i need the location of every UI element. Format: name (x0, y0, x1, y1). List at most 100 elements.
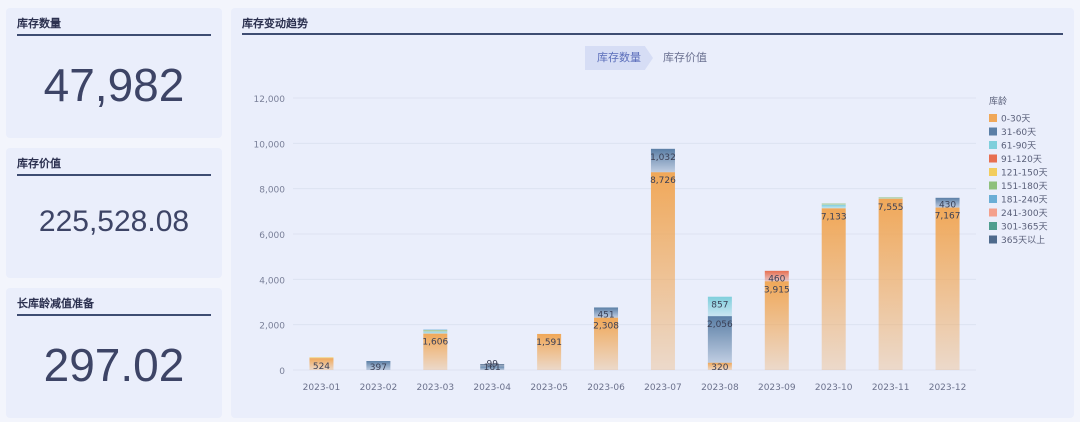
legend-title: 库龄 (989, 95, 1007, 107)
bar-segment[interactable] (594, 307, 619, 318)
chart-card-inventory-trend: 库存变动趋势 库存数量 库存价值 0 2,000 4,000 6,000 8,000 10… (231, 8, 1074, 418)
bar-value-label: 451 (597, 311, 614, 321)
bar-value-label: 2,056 (707, 320, 733, 330)
x-tick-label: 2023-01 (303, 383, 341, 393)
legend-swatch[interactable] (989, 195, 997, 203)
bar-value-label: 99 (486, 359, 498, 369)
legend-swatch[interactable] (989, 222, 997, 230)
y-tick-label: 8,000 (259, 186, 285, 196)
x-tick-label: 2023-11 (872, 383, 910, 393)
bar-value-label: 7,555 (878, 203, 904, 213)
x-tick-label: 2023-07 (644, 383, 682, 393)
x-tick-label: 2023-06 (587, 383, 625, 393)
bar-segment[interactable] (423, 331, 448, 334)
x-tick-label: 2023-10 (815, 383, 853, 393)
bar-segment[interactable] (707, 362, 732, 370)
legend-swatch[interactable] (989, 208, 997, 217)
bar-value-label: 524 (313, 362, 330, 372)
bar-value-label: 1,606 (422, 338, 448, 348)
kpi-card-inventory-value: 库存价值 225,528.08 (6, 148, 222, 278)
legend-label[interactable]: 301-365天 (1001, 223, 1048, 233)
bar-segment[interactable] (423, 333, 448, 370)
x-tick-label: 2023-09 (758, 383, 796, 393)
bar-value-label: 430 (939, 201, 956, 211)
kpi-value: 47,982 (43, 59, 185, 111)
bar-segment[interactable] (935, 197, 960, 208)
kpi-divider (17, 174, 211, 176)
x-tick-label: 2023-05 (530, 383, 568, 393)
x-tick-label: 2023-08 (701, 383, 739, 393)
legend-label[interactable]: 61-90天 (1001, 142, 1036, 152)
chart-title: 库存变动趋势 (242, 17, 308, 30)
bar-segment[interactable] (821, 204, 846, 209)
stacked-bar-chart: 0 2,000 4,000 6,000 8,000 10,000 12,000 524 397… (254, 95, 1048, 393)
bar-value-label: 8,726 (650, 176, 676, 186)
bar-segment[interactable] (764, 281, 789, 370)
bar-segment[interactable] (650, 172, 675, 370)
legend-label[interactable]: 31-60天 (1001, 128, 1036, 138)
bar-segment[interactable] (764, 270, 789, 282)
bar-segment[interactable] (707, 296, 732, 317)
bar-segment[interactable] (537, 333, 562, 370)
x-tick-label: 2023-12 (929, 383, 967, 393)
bar-segment[interactable] (309, 357, 334, 359)
bar-value-label: 1,591 (536, 338, 562, 348)
legend-label[interactable]: 91-120天 (1001, 155, 1042, 165)
kpi-divider (17, 314, 211, 316)
bar-segment[interactable] (423, 329, 448, 331)
bar-value-label: 7,133 (821, 212, 847, 222)
bar-segment[interactable] (309, 358, 334, 370)
kpi-value: 297.02 (43, 339, 185, 391)
legend-swatch[interactable] (989, 127, 997, 136)
bar-segment[interactable] (935, 207, 960, 370)
bar-value-label: 1,032 (650, 153, 676, 163)
bar-segment[interactable] (821, 208, 846, 370)
x-tick-label: 2023-03 (416, 383, 454, 393)
legend-swatch[interactable] (989, 168, 997, 176)
kpi-title: 库存价值 (17, 157, 61, 170)
kpi-card-inventory-quantity: 库存数量 47,982 (6, 8, 222, 138)
tab-inventory-value[interactable]: 库存价值 (663, 51, 707, 64)
bar-value-label: 7,167 (935, 212, 961, 222)
y-tick-label: 6,000 (259, 231, 285, 241)
legend-swatch[interactable] (989, 235, 997, 244)
kpi-title: 库存数量 (17, 17, 61, 30)
bar-segment[interactable] (480, 366, 505, 370)
kpi-card-impairment-provision: 长库龄减值准备 297.02 (6, 288, 222, 418)
legend-label[interactable]: 241-300天 (1001, 209, 1048, 219)
tab-inventory-quantity[interactable]: 库存数量 (585, 46, 653, 70)
legend-swatch[interactable] (989, 154, 997, 163)
legend-label[interactable]: 0-30天 (1001, 115, 1030, 125)
bar-segment[interactable] (650, 148, 675, 173)
bar-segment[interactable] (878, 197, 903, 199)
kpi-divider (17, 34, 211, 36)
bar-segment[interactable] (423, 330, 448, 332)
bar-segment[interactable] (423, 330, 448, 331)
legend-label[interactable]: 181-240天 (1001, 196, 1048, 206)
bar-segment[interactable] (480, 364, 505, 367)
kpi-title: 长库龄减值准备 (17, 297, 94, 310)
legend-label[interactable]: 121-150天 (1001, 169, 1048, 179)
bar-segment[interactable] (366, 361, 391, 370)
legend-label[interactable]: 151-180天 (1001, 182, 1048, 192)
chart-divider (242, 33, 1063, 35)
y-tick-label: 0 (279, 367, 285, 377)
bar-segment[interactable] (821, 203, 846, 205)
legend-label[interactable]: 365天以上 (1001, 235, 1045, 246)
y-tick-label: 10,000 (254, 140, 286, 150)
y-tick-label: 4,000 (259, 276, 285, 286)
x-tick-label: 2023-02 (360, 383, 398, 393)
bar-value-label: 460 (768, 274, 785, 284)
y-tick-label: 12,000 (254, 95, 286, 105)
x-tick-label: 2023-04 (473, 383, 511, 393)
legend-swatch[interactable] (989, 141, 997, 149)
bar-segment[interactable] (707, 316, 732, 363)
bar-segment[interactable] (878, 198, 903, 370)
bar-value-label: 857 (711, 301, 728, 311)
kpi-value: 225,528.08 (38, 205, 190, 238)
legend-swatch[interactable] (989, 114, 997, 122)
bar-value-label: 161 (484, 363, 501, 373)
bar-segment[interactable] (594, 317, 619, 370)
legend-swatch[interactable] (989, 181, 997, 190)
bar-value-label: 320 (711, 363, 728, 373)
